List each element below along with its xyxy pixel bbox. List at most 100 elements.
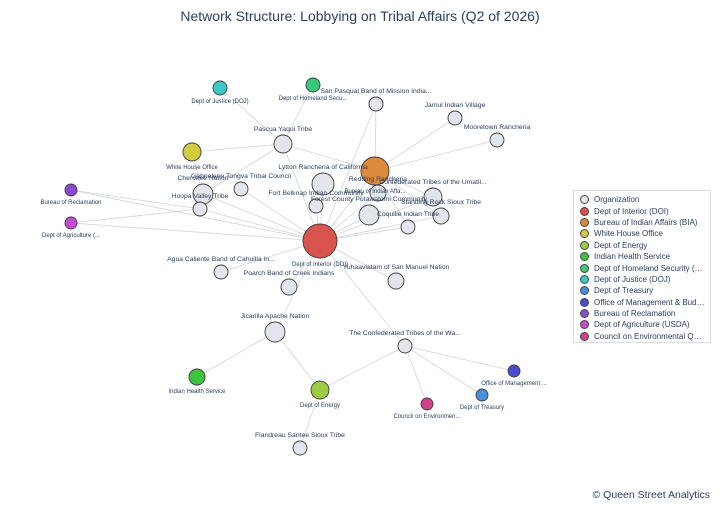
legend-item[interactable]: Bureau of Indian Affairs (BIA) <box>580 217 706 228</box>
node-label-sanpasqual: San Pasqual Band of Mission India... <box>320 88 431 95</box>
node-reclamation[interactable] <box>64 183 78 197</box>
legend-item[interactable]: Dept of Homeland Security (DH... <box>580 262 706 273</box>
legend-item[interactable]: Organization <box>580 194 706 205</box>
node-forestcounty[interactable] <box>358 204 380 226</box>
legend-swatch <box>580 240 589 250</box>
edge-jicarilla-doe <box>274 331 321 391</box>
node-usda[interactable] <box>64 216 78 230</box>
legend-label: Council on Environmental Qual... <box>594 331 706 341</box>
legend-swatch <box>580 274 589 284</box>
node-standingrock[interactable] <box>432 207 450 225</box>
node-label-doi: Dept of Interior (DOI) <box>292 262 348 268</box>
node-label-doj: Dept of Justice (DOJ) <box>191 99 248 105</box>
edge-doi-usda <box>70 222 321 242</box>
node-label-warmsprings: The Confederated Tribes of the Wa... <box>349 330 461 337</box>
node-flandreau[interactable] <box>292 440 308 456</box>
chart-title: Network Structure: Lobbying on Tribal Af… <box>180 8 540 24</box>
legend: Organization Dept of Interior (DOI) Bureau… <box>573 190 711 343</box>
node-fortbelknap[interactable] <box>308 198 324 214</box>
node-redding[interactable] <box>369 184 387 202</box>
node-ihs[interactable] <box>188 368 206 386</box>
edge-warmsprings-doe <box>319 345 406 391</box>
labels-layer: Dept of Interior (DOI) Bureau of Indian A… <box>40 88 547 439</box>
legend-swatch <box>580 263 589 273</box>
legend-swatch <box>580 320 589 330</box>
node-poarch[interactable] <box>280 278 298 296</box>
node-label-whitehouse: White House Office <box>166 165 218 171</box>
edge-pascua-doj <box>219 87 284 145</box>
node-label-forestcounty: Forest County Potawatomi Community <box>311 196 428 203</box>
node-label-dhs: Dept of Homeland Secu... <box>279 96 348 102</box>
legend-item[interactable]: Dept of Agriculture (USDA) <box>580 319 706 330</box>
node-umatilla[interactable] <box>423 187 443 207</box>
edge-bia-pascua <box>282 143 376 172</box>
node-sanpasqual[interactable] <box>368 96 384 112</box>
node-ceq[interactable] <box>420 397 434 411</box>
legend-item[interactable]: Dept of Interior (DOI) <box>580 205 706 216</box>
legend-label: Indian Health Service <box>594 252 671 262</box>
node-lytton[interactable] <box>311 172 335 196</box>
legend-item[interactable]: Council on Environmental Qual... <box>580 331 706 342</box>
edge-pascua-whitehouse <box>191 143 284 153</box>
node-label-jamul: Jamul Indian Village <box>425 102 486 109</box>
node-jicarilla[interactable] <box>264 321 286 343</box>
legend-label: Dept of Justice (DOJ) <box>594 274 671 284</box>
edge-hoopa-usda <box>70 208 201 224</box>
node-jamul[interactable] <box>447 110 463 126</box>
node-label-usda: Dept of Agriculture (... <box>42 233 100 239</box>
edge-doi-sanpasqual <box>319 103 377 242</box>
node-coquille[interactable] <box>400 219 416 235</box>
edge-doi-reclamation <box>70 189 321 242</box>
node-doi[interactable] <box>302 223 338 259</box>
legend-item[interactable]: White House Office <box>580 228 706 239</box>
node-label-mooretown: Mooretown Rancheria <box>464 124 531 131</box>
edge-warmsprings-treasury <box>404 345 483 396</box>
legend-label: Dept of Energy <box>594 240 648 250</box>
node-label-standingrock: Standing Rock Sioux Tribe <box>401 199 481 206</box>
node-label-hoopa: Hoopa Valley Tribe <box>172 193 229 200</box>
node-doj[interactable] <box>212 80 228 96</box>
node-yuhaaviatam[interactable] <box>387 272 405 290</box>
node-label-ceq: Council on Environmen... <box>393 414 460 420</box>
legend-item[interactable]: Office of Management & Budget... <box>580 297 706 308</box>
node-label-omb: Office of Management ... <box>481 381 547 387</box>
node-warmsprings[interactable] <box>397 338 413 354</box>
node-label-fortbelknap: Fort Belknap Indian Community <box>268 190 364 197</box>
legend-swatch <box>580 229 589 239</box>
legend-item[interactable]: Bureau of Reclamation <box>580 308 706 319</box>
legend-swatch <box>580 309 589 319</box>
node-mooretown[interactable] <box>489 132 505 148</box>
node-label-poarch: Poarch Band of Creek Indians <box>244 270 335 277</box>
node-treasury[interactable] <box>475 388 489 402</box>
node-label-lytton: Lytton Rancheria of California <box>278 164 368 171</box>
node-dhs[interactable] <box>305 77 321 93</box>
node-bia[interactable] <box>360 156 390 186</box>
node-label-cherokee: Cherokee Nation <box>177 175 228 182</box>
edge-pascua-cherokee <box>202 143 284 195</box>
node-gabrieleno[interactable] <box>233 181 249 197</box>
node-doe[interactable] <box>310 380 330 400</box>
node-label-redding: Redding Rancheria <box>349 176 407 183</box>
node-hoopa[interactable] <box>192 201 208 217</box>
legend-label: Dept of Homeland Security (DH... <box>594 263 706 273</box>
node-aguacaliente[interactable] <box>213 264 229 280</box>
legend-swatch <box>580 252 589 262</box>
legend-item[interactable]: Indian Health Service <box>580 251 706 262</box>
node-whitehouse[interactable] <box>182 142 202 162</box>
legend-item[interactable]: Dept of Energy <box>580 240 706 251</box>
legend-swatch <box>580 297 589 307</box>
node-omb[interactable] <box>507 364 521 378</box>
credit-text: © Queen Street Analytics <box>592 489 710 501</box>
legend-swatch <box>580 195 589 205</box>
node-label-gabrieleno: Gabrieleno Tongva Tribal Council <box>191 173 291 180</box>
legend-swatch <box>580 331 589 341</box>
legend-label: Dept of Agriculture (USDA) <box>594 320 690 330</box>
edge-doi-hoopa <box>199 208 321 242</box>
edge-doi-warmsprings <box>319 240 406 347</box>
legend-item[interactable]: Dept of Justice (DOJ) <box>580 274 706 285</box>
edge-jicarilla-ihs <box>196 331 276 378</box>
legend-item[interactable]: Dept of Treasury <box>580 285 706 296</box>
legend-swatch <box>580 286 589 296</box>
edge-pascua-dhs <box>282 84 314 145</box>
node-pascua[interactable] <box>273 134 293 154</box>
